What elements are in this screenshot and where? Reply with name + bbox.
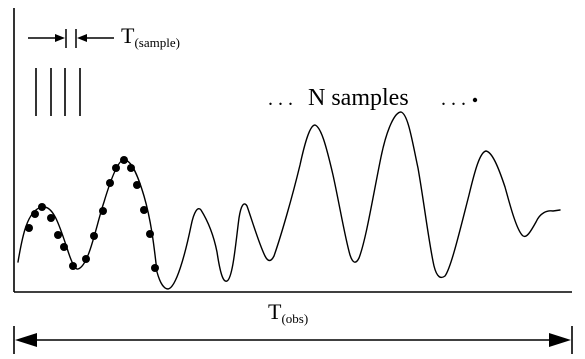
sample-point	[31, 210, 39, 218]
sample-period-label-main: T	[121, 23, 135, 48]
n-samples-suffix: . . .	[441, 88, 466, 110]
sample-point	[54, 231, 62, 239]
observation-period-marker	[13, 326, 573, 354]
observation-period-label: T(obs)	[268, 299, 308, 326]
observation-right-arrowhead	[549, 333, 571, 347]
sample-point	[82, 255, 90, 263]
sample-point	[127, 164, 135, 172]
observation-period-label-sub: (obs)	[281, 311, 308, 326]
sample-points	[25, 156, 159, 272]
sample-point	[146, 230, 154, 238]
sample-point	[25, 224, 33, 232]
sample-point	[47, 214, 55, 222]
n-samples-label: N samples	[308, 85, 409, 111]
sample-point	[151, 264, 159, 272]
sample-point	[90, 232, 98, 240]
sample-impulses	[35, 68, 81, 116]
sample-period-label: T(sample)	[121, 23, 180, 50]
sample-point	[106, 179, 114, 187]
signal-waveform	[17, 111, 561, 290]
sample-point	[99, 207, 107, 215]
sample-point	[69, 262, 77, 270]
n-samples-prefix: . . .	[268, 88, 293, 110]
sample-period-marker	[28, 29, 114, 48]
sample-point	[120, 156, 128, 164]
observation-period-label-main: T	[268, 299, 282, 324]
sample-point	[133, 181, 141, 189]
sample-point	[60, 243, 68, 251]
observation-left-arrowhead	[15, 333, 37, 347]
sample-period-label-sub: (sample)	[134, 35, 179, 50]
sample-point	[140, 206, 148, 214]
sample-point	[112, 164, 120, 172]
sample-point	[38, 203, 46, 211]
sample-period-left-arrowhead	[55, 34, 65, 42]
sample-period-right-arrowhead	[77, 34, 87, 42]
ellipsis-dot	[472, 97, 478, 103]
